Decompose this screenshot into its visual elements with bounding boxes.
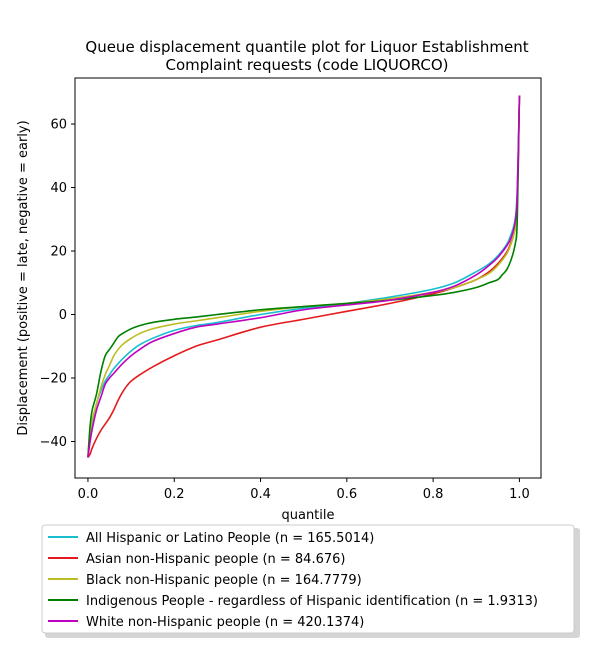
- series-line-4: [87, 95, 521, 458]
- legend-entries: All Hispanic or Latino People (n = 165.5…: [48, 531, 538, 630]
- series-line-2: [87, 95, 521, 458]
- x-tick-label: 1.0: [509, 487, 530, 502]
- series-line-3: [87, 95, 521, 458]
- series-line-1: [87, 95, 521, 458]
- y-tick-label: −20: [40, 372, 67, 387]
- x-tick-label: 0.8: [423, 487, 444, 502]
- y-axis: −40 −20 0 20 40 60: [40, 118, 75, 450]
- x-tick-label: 0.6: [336, 487, 357, 502]
- series-layer: [87, 95, 521, 458]
- x-axis-label: quantile: [281, 508, 334, 523]
- chart-title-line-2: Complaint requests (code LIQUORCO): [165, 56, 448, 74]
- legend-label-2: Black non-Hispanic people (n = 164.7779): [86, 573, 362, 588]
- x-tick-label: 0.2: [164, 487, 185, 502]
- y-tick-label: 60: [50, 118, 67, 133]
- series-line-0: [87, 95, 521, 458]
- y-tick-label: 40: [50, 181, 67, 196]
- legend-label-1: Asian non-Hispanic people (n = 84.676): [86, 552, 345, 567]
- x-tick-label: 0.0: [78, 487, 99, 502]
- x-tick-label: 0.4: [250, 487, 271, 502]
- legend-label-4: White non-Hispanic people (n = 420.1374): [86, 615, 364, 630]
- chart-title-line-1: Queue displacement quantile plot for Liq…: [85, 38, 528, 56]
- legend-box: [41, 524, 575, 634]
- legend-label-3: Indigenous People - regardless of Hispan…: [86, 594, 538, 609]
- x-axis: 0.0 0.2 0.4 0.6 0.8 1.0: [78, 478, 530, 502]
- y-tick-label: 20: [50, 245, 67, 260]
- y-tick-label: −40: [40, 435, 67, 450]
- plot-area-frame: [74, 77, 542, 479]
- legend: All Hispanic or Latino People (n = 165.5…: [41, 524, 580, 638]
- y-tick-label: 0: [59, 308, 67, 323]
- chart-title: Queue displacement quantile plot for Liq…: [85, 38, 528, 74]
- legend-label-0: All Hispanic or Latino People (n = 165.5…: [86, 531, 374, 546]
- y-axis-label: Displacement (positive = late, negative …: [16, 120, 31, 435]
